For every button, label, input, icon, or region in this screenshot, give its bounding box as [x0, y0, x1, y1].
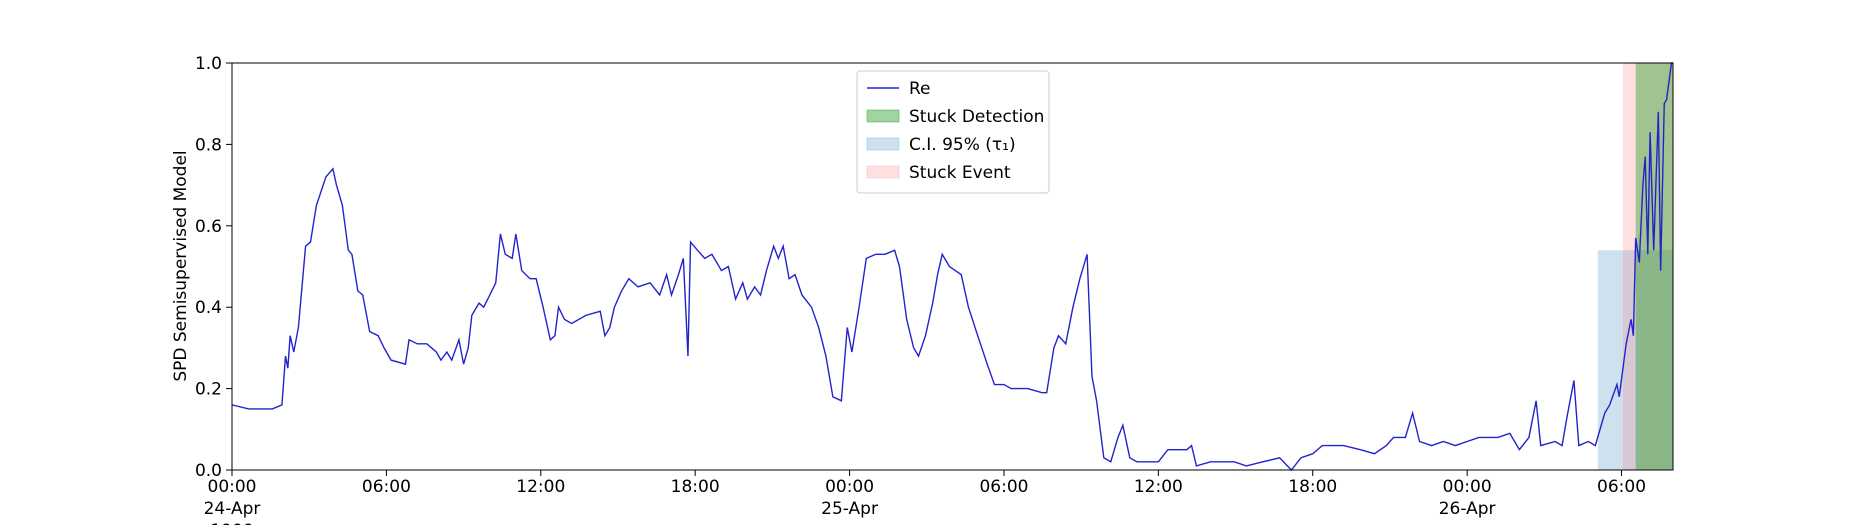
- y-tick-label: 0.0: [195, 461, 222, 481]
- y-tick-label: 0.2: [195, 380, 222, 400]
- y-tick-label: 0.6: [195, 217, 222, 237]
- legend-patch: [866, 165, 900, 179]
- y-tick-label: 1.0: [195, 54, 222, 74]
- legend-label: Stuck Detection: [909, 107, 1044, 127]
- legend-patch: [866, 109, 900, 123]
- legend-label: Re: [909, 79, 931, 99]
- legend-patch: [866, 137, 900, 151]
- x-tick-label: 12:00: [1134, 477, 1183, 497]
- x-tick-label: 06:00: [979, 477, 1028, 497]
- plot-frame: [231, 62, 1674, 471]
- x-tick-label: 06:00: [362, 477, 411, 497]
- x-tick-label: 18:00: [1288, 477, 1337, 497]
- x-date-label: 26-Apr: [1439, 499, 1496, 519]
- x-date-label: 25-Apr: [821, 499, 878, 519]
- span: [1622, 63, 1673, 470]
- y-axis-label: SPD Semisupervised Model: [171, 150, 191, 381]
- x-tick-label: 00:00: [1443, 477, 1492, 497]
- legend-label: C.I. 95% (τ₁): [909, 135, 1016, 155]
- x-tick-label: 06:00: [1597, 477, 1646, 497]
- span: [1597, 250, 1673, 470]
- legend-frame: [856, 70, 1050, 194]
- y-tick-label: 0.8: [195, 135, 222, 155]
- x-tick-label: 18:00: [671, 477, 720, 497]
- span: [1635, 63, 1673, 470]
- x-year-label: 1900: [210, 521, 253, 525]
- x-tick-label: 00:00: [208, 477, 257, 497]
- legend-label: Stuck Event: [909, 163, 1011, 183]
- x-tick-label: 00:00: [825, 477, 874, 497]
- x-date-label: 24-Apr: [204, 499, 261, 519]
- legend: Re Stuck Detection C.I. 95% (τ₁) Stuck Even…: [856, 70, 1050, 194]
- line: [231, 62, 1673, 472]
- y-tick-label: 0.4: [195, 298, 222, 318]
- x-tick-label: 12:00: [516, 477, 565, 497]
